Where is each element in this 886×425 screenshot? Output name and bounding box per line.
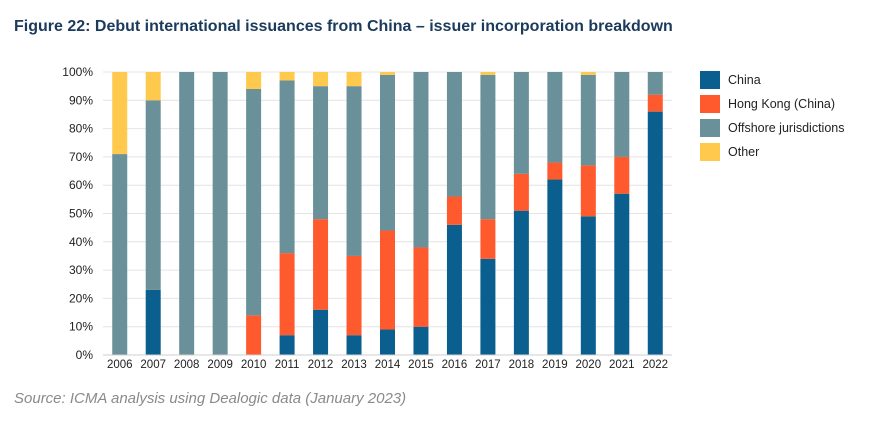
bar-segment-china-2022 [647, 111, 663, 356]
y-tick-label: 10% [69, 320, 93, 334]
bar-segment-offshore-jurisdictions-2014 [380, 74, 395, 231]
bar-segment-hong-kong-china-2011 [279, 253, 295, 336]
bar-segment-hong-kong-china-2019 [547, 162, 563, 180]
bar-segment-offshore-jurisdictions-2019 [547, 72, 563, 163]
y-tick-label: 80% [69, 122, 93, 136]
bar-segment-other-2014 [380, 72, 395, 75]
bar-segment-hong-kong-china-2017 [480, 219, 496, 259]
bar-segment-offshore-jurisdictions-2020 [580, 74, 596, 166]
bar-segment-offshore-jurisdictions-2018 [513, 72, 529, 174]
legend-label: Other [728, 145, 760, 159]
bar-segment-offshore-jurisdictions-2016 [446, 72, 462, 197]
bar-segment-china-2012 [313, 309, 329, 355]
x-tick-label: 2011 [275, 359, 300, 371]
bar-segment-offshore-jurisdictions-2013 [346, 86, 362, 256]
y-tick-label: 0% [76, 348, 94, 362]
bar-segment-offshore-jurisdictions-2006 [112, 154, 128, 355]
x-tick-label: 2015 [408, 359, 434, 371]
bar-segment-offshore-jurisdictions-2009 [212, 72, 228, 355]
bar-segment-offshore-jurisdictions-2015 [413, 72, 429, 248]
bar-segment-hong-kong-china-2020 [580, 165, 596, 217]
bar-segment-offshore-jurisdictions-2022 [647, 72, 663, 95]
bar-segment-china-2020 [580, 216, 596, 355]
legend-item: Offshore jurisdictions [700, 116, 845, 140]
x-tick-label: 2013 [341, 359, 367, 371]
x-tick-label: 2017 [475, 359, 501, 371]
source-note: Source: ICMA analysis using Dealogic dat… [14, 390, 407, 407]
x-tick-label: 2019 [542, 359, 568, 371]
figure-title: Figure 22: Debut international issuances… [14, 18, 673, 35]
bar-segment-hong-kong-china-2015 [413, 247, 429, 327]
x-tick-label: 2018 [509, 359, 535, 371]
bar-segment-offshore-jurisdictions-2007 [145, 100, 161, 290]
bar-segment-offshore-jurisdictions-2010 [246, 88, 262, 316]
bar-segment-other-2020 [580, 72, 596, 75]
x-tick-label: 2010 [241, 359, 267, 371]
y-tick-label: 100% [62, 65, 93, 79]
bar-segment-hong-kong-china-2022 [647, 94, 663, 112]
bar-segment-offshore-jurisdictions-2011 [279, 80, 295, 254]
bar-segment-other-2007 [145, 72, 161, 101]
y-tick-label: 30% [69, 263, 93, 277]
bar-segment-china-2016 [446, 224, 462, 355]
y-tick-label: 40% [69, 235, 93, 249]
bar-segment-other-2013 [346, 72, 362, 87]
x-tick-label: 2020 [576, 359, 602, 371]
bar-segment-china-2019 [547, 179, 563, 355]
bar-segment-hong-kong-china-2016 [446, 196, 462, 225]
bar-segment-offshore-jurisdictions-2012 [313, 86, 329, 220]
bar-segment-hong-kong-china-2010 [246, 315, 262, 355]
legend-swatch [700, 71, 720, 89]
y-tick-label: 70% [69, 150, 93, 164]
bar-segment-china-2011 [279, 335, 295, 355]
bar-segment-hong-kong-china-2013 [346, 255, 362, 336]
legend-item: Other [700, 140, 845, 164]
y-tick-label: 90% [69, 93, 93, 107]
x-tick-label: 2014 [375, 359, 401, 371]
legend-label: Hong Kong (China) [728, 97, 836, 111]
x-tick-label: 2022 [642, 359, 668, 371]
legend-label: China [728, 73, 761, 87]
y-tick-label: 60% [69, 178, 93, 192]
x-tick-label: 2016 [442, 359, 468, 371]
bar-segment-china-2015 [413, 326, 429, 355]
bar-segment-hong-kong-china-2012 [313, 219, 329, 310]
bar-segment-hong-kong-china-2018 [513, 173, 529, 211]
bar-segment-other-2017 [480, 72, 496, 75]
legend-label: Offshore jurisdictions [728, 121, 845, 135]
x-tick-label: 2012 [308, 359, 334, 371]
x-tick-label: 2006 [107, 359, 133, 371]
legend-swatch [700, 143, 720, 161]
legend-item: Hong Kong (China) [700, 92, 845, 116]
bar-segment-china-2018 [513, 210, 529, 355]
x-tick-label: 2008 [174, 359, 200, 371]
bar-segment-hong-kong-china-2014 [380, 230, 395, 330]
bar-stacks [112, 72, 663, 356]
y-tick-label: 20% [69, 291, 93, 305]
bar-segment-other-2011 [279, 72, 295, 81]
bar-segment-china-2013 [346, 335, 362, 355]
x-tick-label: 2007 [140, 359, 166, 371]
chart-legend: China Hong Kong (China) Offshore jurisdict… [700, 68, 845, 164]
bar-segment-other-2012 [313, 72, 329, 87]
legend-swatch [700, 119, 720, 137]
x-tick-label: 2021 [609, 359, 635, 371]
bar-segment-other-2010 [246, 72, 262, 89]
bar-segment-china-2017 [480, 258, 496, 355]
legend-swatch [700, 95, 720, 113]
x-tick-label: 2009 [207, 359, 233, 371]
bar-segment-china-2021 [614, 193, 630, 355]
bar-segment-hong-kong-china-2021 [614, 156, 630, 194]
bar-segment-offshore-jurisdictions-2017 [480, 74, 496, 220]
bar-segment-offshore-jurisdictions-2021 [614, 72, 630, 157]
bar-segment-china-2014 [380, 329, 395, 355]
legend-item: China [700, 68, 845, 92]
axes: 0% 10% 20% 30% 40% 50% 60% 70% 80% 90% 100% 2006 200… [62, 65, 672, 371]
bar-segment-china-2007 [145, 289, 161, 355]
bar-segment-other-2006 [112, 72, 128, 155]
bar-segment-offshore-jurisdictions-2008 [179, 72, 195, 355]
y-tick-label: 50% [69, 207, 93, 221]
